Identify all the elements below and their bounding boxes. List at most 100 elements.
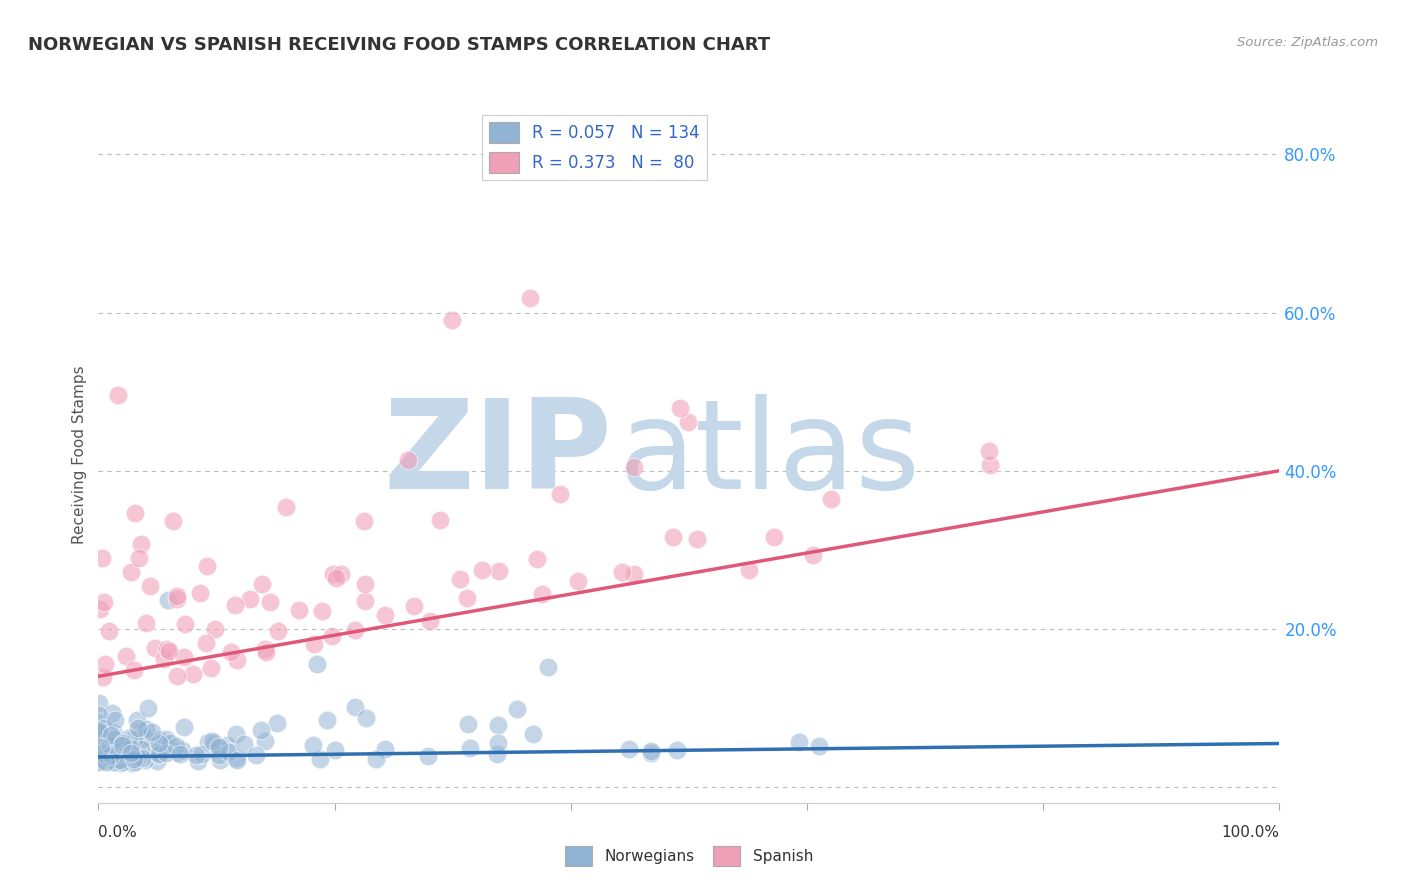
Point — [93, 595, 115, 609]
Point — [157, 644, 180, 658]
Point — [139, 579, 162, 593]
Text: 0.0%: 0.0% — [98, 825, 138, 840]
Point — [153, 652, 176, 666]
Point — [567, 574, 589, 588]
Point — [486, 718, 509, 732]
Point — [122, 663, 145, 677]
Point — [165, 739, 187, 754]
Point — [353, 514, 375, 528]
Point — [195, 636, 218, 650]
Point — [98, 747, 121, 762]
Point — [640, 746, 662, 760]
Point — [152, 735, 174, 749]
Point — [87, 752, 110, 766]
Text: NORWEGIAN VS SPANISH RECEIVING FOOD STAMPS CORRELATION CHART: NORWEGIAN VS SPANISH RECEIVING FOOD STAM… — [28, 36, 770, 54]
Point — [156, 642, 179, 657]
Point — [184, 747, 207, 762]
Point — [166, 591, 188, 606]
Point — [129, 537, 152, 551]
Point — [117, 740, 139, 755]
Point — [419, 614, 441, 628]
Point — [763, 530, 786, 544]
Point — [344, 699, 367, 714]
Point — [87, 708, 110, 723]
Point — [104, 755, 127, 769]
Point — [302, 637, 325, 651]
Point — [250, 723, 273, 737]
Point — [98, 739, 121, 754]
Point — [321, 629, 343, 643]
Legend: Norwegians, Spanish: Norwegians, Spanish — [558, 840, 820, 871]
Point — [254, 645, 277, 659]
Point — [111, 752, 134, 766]
Point — [120, 565, 142, 579]
Point — [323, 742, 346, 756]
Text: Source: ZipAtlas.com: Source: ZipAtlas.com — [1237, 36, 1378, 49]
Point — [87, 750, 110, 764]
Point — [148, 736, 170, 750]
Point — [141, 725, 163, 739]
Point — [402, 599, 425, 613]
Point — [288, 603, 311, 617]
Point — [98, 738, 121, 752]
Point — [127, 750, 149, 764]
Point — [416, 748, 439, 763]
Point — [364, 752, 387, 766]
Point — [267, 624, 290, 638]
Point — [787, 734, 810, 748]
Point — [169, 747, 191, 762]
Point — [166, 669, 188, 683]
Point — [356, 711, 378, 725]
Point — [225, 727, 247, 741]
Point — [111, 739, 134, 753]
Point — [311, 604, 333, 618]
Point — [665, 742, 688, 756]
Point — [253, 641, 276, 656]
Point — [245, 748, 267, 763]
Point — [149, 733, 172, 747]
Point — [488, 564, 510, 578]
Point — [309, 752, 332, 766]
Point — [129, 741, 152, 756]
Point — [121, 741, 143, 756]
Point — [225, 653, 247, 667]
Point — [219, 645, 242, 659]
Point — [471, 563, 494, 577]
Point — [104, 713, 127, 727]
Point — [302, 738, 325, 752]
Point — [239, 592, 262, 607]
Point — [440, 313, 463, 327]
Point — [96, 755, 118, 769]
Point — [135, 616, 157, 631]
Point — [87, 723, 110, 738]
Point — [90, 753, 112, 767]
Point — [156, 592, 179, 607]
Point — [218, 745, 240, 759]
Point — [91, 747, 114, 761]
Point — [174, 616, 197, 631]
Point — [131, 751, 153, 765]
Point — [458, 741, 481, 756]
Point — [276, 500, 298, 514]
Point — [232, 737, 254, 751]
Text: ZIP: ZIP — [384, 394, 612, 516]
Point — [94, 749, 117, 764]
Point — [90, 750, 112, 764]
Point — [97, 624, 120, 638]
Point — [89, 696, 111, 710]
Point — [101, 755, 124, 769]
Point — [662, 529, 685, 543]
Point — [623, 567, 645, 582]
Point — [143, 640, 166, 655]
Point — [134, 731, 156, 746]
Point — [127, 721, 149, 735]
Point — [101, 753, 124, 767]
Point — [202, 736, 225, 750]
Point — [124, 755, 146, 769]
Point — [623, 460, 645, 475]
Point — [146, 747, 169, 762]
Point — [159, 736, 181, 750]
Point — [353, 576, 375, 591]
Point — [170, 743, 193, 757]
Point — [128, 551, 150, 566]
